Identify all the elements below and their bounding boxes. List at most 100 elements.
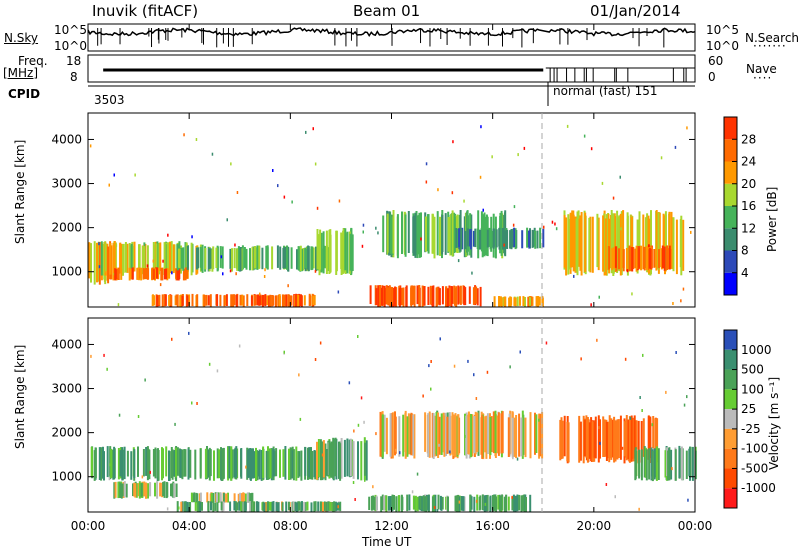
heat-cell <box>236 191 239 194</box>
heat-cell <box>424 412 427 452</box>
heat-cell <box>223 295 226 307</box>
heat-cell <box>431 213 434 254</box>
heat-cell <box>294 501 297 512</box>
heat-cell <box>160 268 163 280</box>
heat-cell <box>643 446 646 478</box>
heat-cell <box>159 482 162 497</box>
velocity-colorbar: 1000 500 100 25 -25 -100 -500 -1000 <box>723 329 776 509</box>
heat-cell <box>303 295 306 306</box>
heat-cell <box>662 213 665 267</box>
heat-cell <box>197 501 200 512</box>
heat-cell <box>407 413 410 455</box>
heat-cell <box>514 297 517 307</box>
colorbar-frame <box>723 329 738 509</box>
heat-cell <box>534 412 536 455</box>
heat-cell <box>631 247 634 272</box>
heat-cell <box>630 415 633 461</box>
heat-cell <box>661 245 664 269</box>
colorbar-tick-label: 16 <box>741 199 756 213</box>
heat-cell <box>237 493 240 504</box>
heat-cell <box>379 411 382 457</box>
heat-cell <box>388 211 391 256</box>
heat-cell <box>437 188 439 192</box>
heat-cell <box>289 295 292 306</box>
heat-cell <box>398 416 401 457</box>
heat-cell <box>183 133 185 137</box>
heat-cell <box>395 496 398 512</box>
heat-cell <box>123 481 126 498</box>
heat-cell <box>279 246 282 270</box>
heat-cell <box>495 229 498 248</box>
heat-cell <box>628 416 631 463</box>
heat-cell <box>258 294 261 306</box>
heat-cell <box>124 242 127 273</box>
heat-cell <box>249 248 251 271</box>
heat-cell <box>448 287 451 306</box>
heat-cell <box>175 483 178 497</box>
heat-cell <box>152 259 154 263</box>
heat-cell <box>481 494 484 511</box>
heat-cell <box>176 501 179 512</box>
heat-cell <box>463 199 465 203</box>
heat-cell <box>622 249 625 272</box>
heat-cell <box>689 446 692 477</box>
heat-cell <box>143 246 146 274</box>
heat-cell <box>446 416 449 454</box>
heat-cell <box>348 439 351 477</box>
heat-cell <box>418 215 421 254</box>
heat-cell <box>535 414 538 453</box>
xtick-label: 00:00 <box>678 519 713 533</box>
heat-cell <box>199 501 201 512</box>
colorbar-tick-label: -100 <box>741 442 768 456</box>
heat-cell <box>469 229 472 250</box>
heat-cell <box>486 494 489 511</box>
heat-cell <box>176 268 179 281</box>
heat-cell <box>668 211 671 270</box>
heat-cell <box>522 494 525 511</box>
heat-cell <box>309 449 312 480</box>
heat-cell <box>446 288 449 307</box>
heat-cell <box>486 413 489 454</box>
heat-cell <box>663 246 666 271</box>
heat-cell <box>375 432 377 436</box>
colorbar-swatch <box>724 468 737 489</box>
heat-cell <box>459 285 462 305</box>
colorbar-tick-label: 25 <box>741 402 756 416</box>
heat-cell <box>287 294 290 307</box>
heat-cell <box>181 501 184 512</box>
heat-cell <box>464 230 467 250</box>
heat-cell <box>307 245 310 270</box>
heat-cell <box>683 403 686 407</box>
heat-cell <box>534 230 537 249</box>
heat-cell <box>672 302 674 305</box>
heat-cell <box>231 449 234 479</box>
heat-cell <box>607 421 610 459</box>
heat-cell <box>682 219 685 271</box>
ytick-label: 2000 <box>51 426 82 440</box>
heat-cell <box>165 268 168 280</box>
heat-cell <box>605 483 608 486</box>
heat-cell <box>380 496 383 512</box>
heat-cell <box>166 507 169 511</box>
heat-cell <box>603 419 606 457</box>
heat-cell <box>207 295 210 306</box>
heat-cell <box>142 268 145 279</box>
heat-cell <box>303 501 306 512</box>
heat-cell <box>132 483 134 497</box>
heat-cell <box>441 286 444 305</box>
heat-cell <box>536 230 539 249</box>
heat-cell <box>492 411 495 454</box>
heat-cell <box>196 493 199 502</box>
heat-cell <box>328 440 331 476</box>
heat-cell <box>360 441 363 481</box>
heat-cell <box>239 294 242 306</box>
heat-cell <box>413 286 416 305</box>
heat-cell <box>688 448 691 477</box>
heat-cell <box>425 216 427 252</box>
heat-cell <box>512 456 514 460</box>
heat-cell <box>286 245 288 270</box>
colorbar-tick-label: 8 <box>741 244 749 258</box>
colorbar-tick-label: 500 <box>741 363 764 377</box>
heat-cell <box>312 127 314 131</box>
heat-cell <box>204 248 207 270</box>
